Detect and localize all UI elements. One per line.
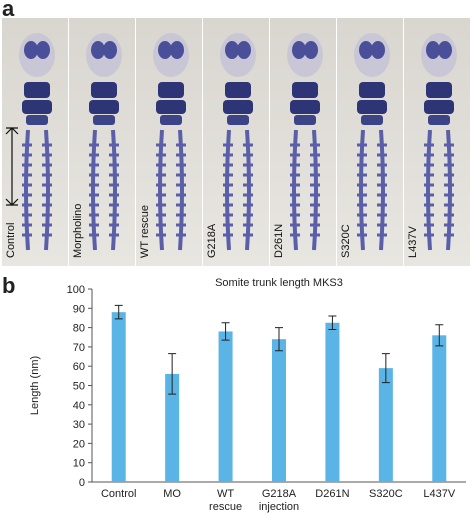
x-tick-label: G218A injection	[259, 488, 299, 513]
y-axis-label: Length (nm)	[29, 356, 41, 415]
y-tick-label: 70	[73, 342, 85, 354]
image-label: Control	[5, 223, 17, 258]
x-tick-label: S320C	[369, 488, 403, 500]
y-tick-label: 10	[73, 458, 85, 470]
y-tick-label: 90	[73, 303, 85, 315]
panel-label: b	[2, 273, 15, 298]
x-tick-label: WT rescue	[209, 488, 242, 513]
y-tick-label: 30	[73, 419, 85, 431]
error-bar	[381, 353, 390, 384]
chart: Somite trunk length MKS3 Length (nm) 0 10 20…	[29, 277, 466, 513]
y-tick-label: 60	[73, 361, 85, 373]
x-tick-label: L437V	[423, 488, 455, 500]
image-label: D261N	[273, 224, 285, 258]
bar	[378, 368, 393, 482]
image-label: WT rescue	[139, 205, 151, 258]
x-tick-label: Control	[101, 488, 136, 500]
bar	[218, 331, 233, 482]
error-bar	[114, 304, 123, 320]
bar	[325, 322, 340, 482]
x-tick-label: MO	[163, 488, 181, 500]
image-panel: Control Morpholino WT rescue G218A D261N S320…	[2, 18, 470, 266]
error-bar	[275, 327, 283, 352]
error-bar	[435, 324, 444, 347]
bar	[111, 312, 126, 482]
chart-title: Somite trunk length MKS3	[215, 277, 343, 289]
image-label: L437V	[407, 226, 419, 258]
y-tick-label: 20	[73, 438, 85, 450]
y-tick-label: 80	[73, 323, 85, 335]
error-bar	[221, 322, 230, 341]
y-tick-label: 0	[79, 477, 85, 489]
image-label: G218A	[206, 223, 218, 258]
bar	[165, 373, 180, 482]
arrow	[5, 127, 19, 206]
bar	[272, 339, 286, 482]
image-label: S320C	[340, 224, 352, 258]
error-bar	[328, 315, 337, 331]
bar	[432, 335, 447, 482]
panel-label: a	[2, 0, 15, 21]
y-tick-label: 40	[73, 400, 85, 412]
error-bar	[168, 353, 177, 395]
y-tick-label: 100	[67, 284, 85, 296]
x-tick-label: D261N	[315, 488, 349, 500]
image-label: Morpholino	[72, 204, 84, 258]
y-tick-label: 50	[73, 381, 85, 393]
